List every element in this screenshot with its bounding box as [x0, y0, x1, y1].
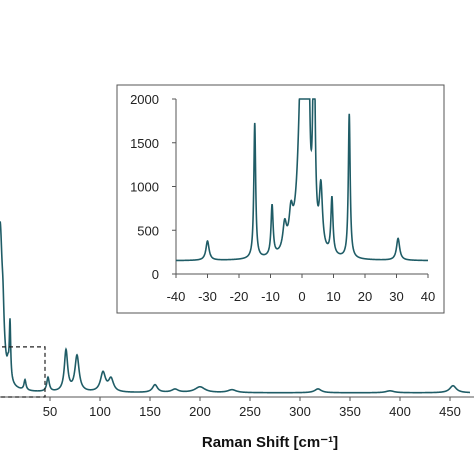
- main-x-tick-label: 450: [439, 404, 461, 419]
- main-spectrum-plot: 50 100 150 200 250 300 350 400 450 Raman Shift […: [0, 221, 474, 451]
- inset-x-tick-label: 30: [389, 289, 403, 304]
- inset-x-tick-label: -30: [198, 289, 217, 304]
- inset-y-tick-label: 500: [137, 223, 159, 238]
- inset-x-tick-label: -10: [261, 289, 280, 304]
- inset-x-tick-label: -40: [167, 289, 186, 304]
- x-axis-title: Raman Shift [cm⁻¹]: [202, 434, 338, 451]
- main-x-tick-label: 150: [139, 404, 161, 419]
- inset-x-ticks: -40 -30 -20 -10 0 10 20 30 40: [167, 274, 435, 304]
- main-x-tick-label: 250: [239, 404, 261, 419]
- inset-y-tick-label: 1500: [130, 136, 159, 151]
- inset-x-tick-label: 20: [358, 289, 372, 304]
- main-x-ticks: 50 100 150 200 250 300 350 400 450: [43, 397, 461, 419]
- inset-x-tick-label: 40: [421, 289, 435, 304]
- inset-y-tick-label: 2000: [130, 92, 159, 107]
- inset-frame: [116, 84, 445, 314]
- main-x-tick-label: 350: [339, 404, 361, 419]
- inset-y-tick-label: 0: [152, 267, 159, 282]
- main-spectrum-line: [0, 221, 471, 394]
- inset-x-tick-label: 0: [298, 289, 305, 304]
- main-x-tick-label: 400: [389, 404, 411, 419]
- main-x-tick-label: 100: [89, 404, 111, 419]
- main-x-tick-label: 50: [43, 404, 57, 419]
- inset-x-tick-label: -20: [230, 289, 249, 304]
- inset-y-ticks: 0 500 1000 1500 2000: [130, 92, 176, 282]
- inset-x-tick-label: 10: [326, 289, 340, 304]
- zoom-region-box: [0, 346, 46, 398]
- inset-y-tick-label: 1000: [130, 180, 159, 195]
- main-x-tick-label: 200: [189, 404, 211, 419]
- inset-spectrum-plot: -40 -30 -20 -10 0 10 20 30 40 0 500 1000 1500 2000: [116, 84, 445, 314]
- main-x-tick-label: 300: [289, 404, 311, 419]
- inset-spectrum-line: [176, 98, 428, 262]
